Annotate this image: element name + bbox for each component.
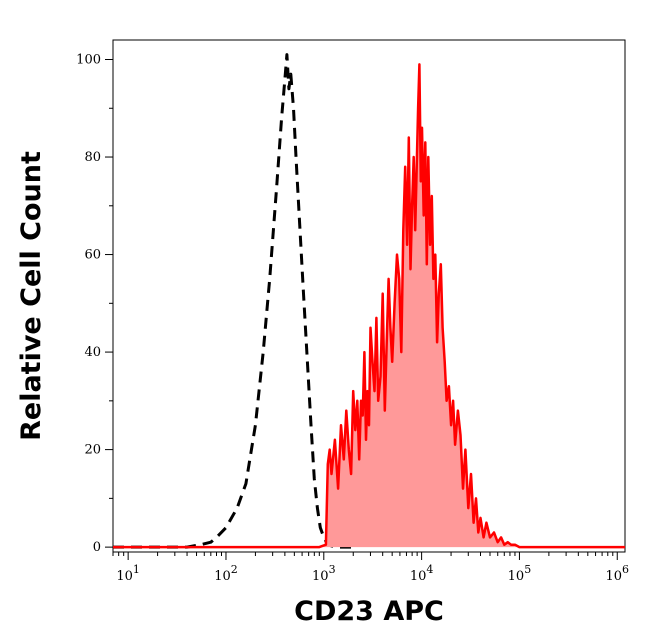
- y-tick-label: 20: [84, 443, 101, 458]
- y-tick-label: 80: [84, 150, 101, 165]
- series-1-line: [113, 63, 625, 549]
- x-tick-label: 101: [116, 563, 140, 584]
- x-axis-title: CD23 APC: [294, 596, 444, 627]
- x-tick-label: 105: [508, 563, 532, 584]
- x-tick-label: 103: [312, 563, 336, 584]
- series-layer: [113, 53, 625, 549]
- y-axis-title: Relative Cell Count: [16, 151, 47, 441]
- y-tick-label: 0: [93, 540, 101, 555]
- x-axis-ticks: 101 102 103 104 105 106: [112, 552, 629, 584]
- x-tick-label: 102: [214, 563, 238, 584]
- y-axis-ticks: 0 20 40 60 80 100: [76, 53, 113, 555]
- series-1-fill: [113, 64, 625, 548]
- y-tick-label: 40: [84, 345, 101, 360]
- y-tick-label: 60: [84, 248, 101, 263]
- plot-frame: [112, 39, 626, 553]
- x-tick-label: 104: [410, 563, 434, 584]
- y-tick-label: 100: [76, 53, 101, 68]
- x-tick-label: 106: [605, 563, 629, 584]
- series-0-line: [113, 53, 354, 549]
